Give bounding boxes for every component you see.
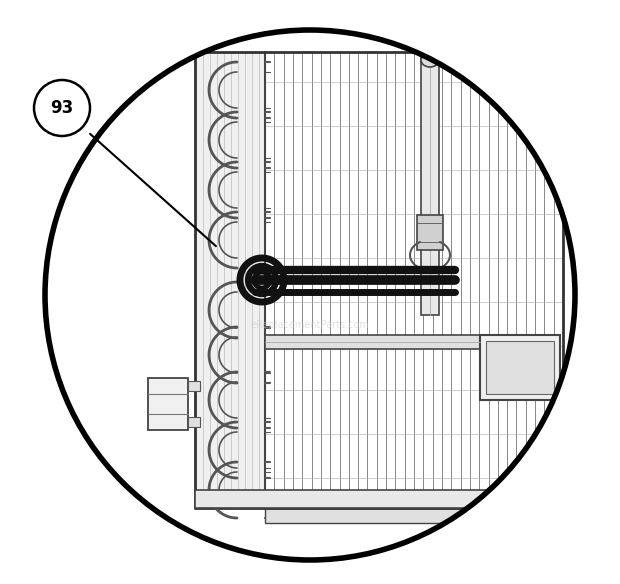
Bar xyxy=(486,341,554,394)
Bar xyxy=(480,335,560,400)
Text: eReplacementParts.com: eReplacementParts.com xyxy=(250,320,370,330)
Bar xyxy=(148,378,188,430)
Ellipse shape xyxy=(421,53,439,67)
Bar xyxy=(195,490,563,508)
Bar xyxy=(195,52,265,508)
Circle shape xyxy=(45,30,575,560)
Text: 93: 93 xyxy=(50,99,74,117)
Bar xyxy=(188,381,200,391)
Bar xyxy=(265,335,480,349)
Bar xyxy=(188,417,200,427)
Bar xyxy=(417,215,443,250)
Bar xyxy=(265,508,563,523)
Circle shape xyxy=(34,80,90,136)
Bar xyxy=(421,55,439,315)
